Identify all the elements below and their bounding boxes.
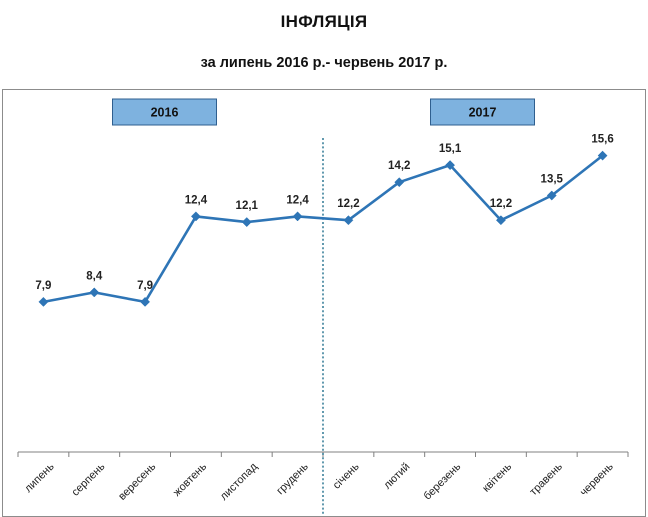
x-tick-label: жовтень: [171, 461, 209, 499]
year-box-label: 2016: [151, 106, 179, 120]
x-tick-label: травень: [528, 461, 566, 499]
data-label: 12,4: [185, 194, 208, 206]
year-box-rect: [112, 98, 217, 126]
data-point-marker: [241, 217, 252, 228]
data-point-marker: [89, 287, 100, 298]
data-point-marker: [292, 211, 303, 222]
data-label: 7,9: [35, 280, 51, 292]
data-point-marker: [597, 150, 608, 161]
x-tick-label: січень: [331, 461, 362, 492]
data-label: 15,6: [591, 134, 613, 146]
data-label: 13,5: [541, 174, 564, 186]
x-tick-label: липень: [22, 461, 56, 495]
data-point-marker: [445, 160, 456, 171]
x-tick-label: червень: [578, 461, 616, 499]
data-point-marker: [394, 177, 405, 188]
data-point-marker: [343, 215, 354, 226]
chart-subtitle: за липень 2016 р.- червень 2017 р.: [200, 55, 448, 71]
x-tick-label: серпень: [70, 461, 108, 499]
data-label: 7,9: [137, 280, 153, 292]
year-group-box-2016: 2016: [112, 98, 217, 126]
data-label: 14,2: [388, 160, 410, 172]
data-label: 12,2: [490, 198, 512, 210]
data-label: 8,4: [86, 270, 103, 282]
year-group-box-2017: 2017: [430, 98, 535, 126]
data-point-marker: [140, 296, 151, 307]
x-tick-label: квітень: [480, 461, 514, 495]
year-box-label: 2017: [469, 106, 497, 120]
data-label: 12,2: [337, 198, 359, 210]
data-point-marker: [190, 211, 201, 222]
data-label: 15,1: [439, 143, 462, 155]
data-point-marker: [546, 190, 557, 201]
inflation-series-line: [43, 154, 604, 304]
data-point-marker: [38, 296, 49, 307]
x-tick-label: лютий: [382, 461, 413, 492]
data-point-marker: [495, 215, 506, 226]
x-tick-label: вересень: [116, 461, 158, 503]
x-tick-label: березень: [421, 461, 463, 503]
data-label: 12,4: [286, 194, 309, 206]
data-label: 12,1: [236, 200, 259, 212]
year-box-rect: [430, 98, 535, 126]
x-tick-label: грудень: [274, 461, 311, 498]
chart-title: ІНФЛЯЦІЯ: [280, 12, 368, 31]
x-tick-label: листопад: [218, 460, 261, 503]
